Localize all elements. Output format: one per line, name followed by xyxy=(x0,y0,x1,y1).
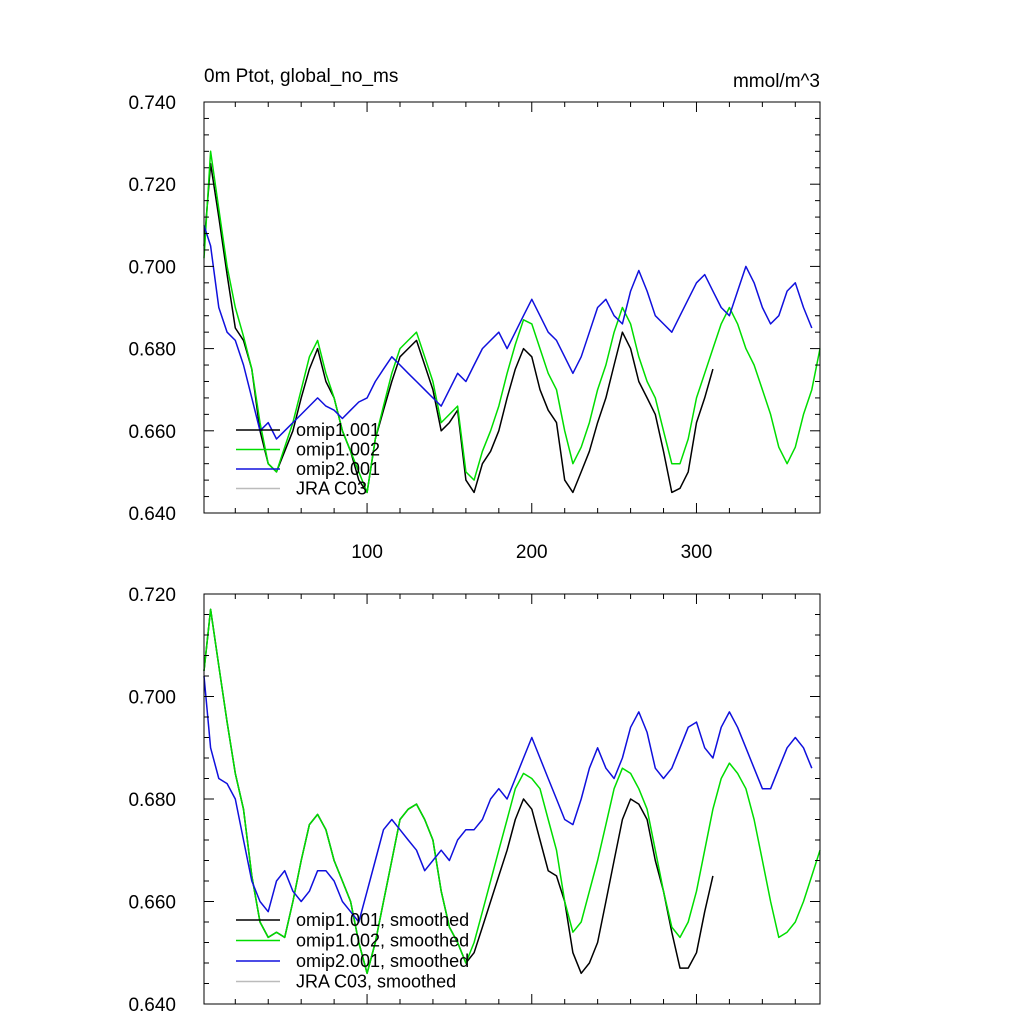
top-panel: 0.640 0.660 0.680 0.700 0.720 0.740 100 200 300 o… xyxy=(128,93,821,563)
plot-frame-0 xyxy=(203,101,821,514)
series-line-0-2 xyxy=(203,225,813,440)
units-label: mmol/m^3 xyxy=(733,71,820,92)
legend-label-1-1: omip1.002, smoothed xyxy=(296,931,469,951)
y-tick-label-0-4: 0.720 xyxy=(128,175,176,196)
y-tick-label-0-0: 0.640 xyxy=(128,504,176,525)
legend-label-1-0: omip1.001, smoothed xyxy=(296,910,469,930)
legend-label-1-3: JRA C03, smoothed xyxy=(296,972,456,992)
y-tick-label-0-3: 0.700 xyxy=(128,257,176,278)
series-line-1-1 xyxy=(203,608,821,975)
legend-label-0-1: omip1.002 xyxy=(296,440,380,460)
x-tick-label-0-1: 200 xyxy=(516,542,548,563)
y-tick-label-0-5: 0.740 xyxy=(128,93,176,114)
legend-label-0-0: omip1.001 xyxy=(296,420,380,440)
x-tick-label-0-2: 300 xyxy=(681,542,713,563)
series-line-0-0 xyxy=(203,162,714,494)
chart-title: 0m Ptot, global_no_ms xyxy=(204,66,398,87)
legend-label-0-2: omip2.001 xyxy=(296,459,380,479)
y-tick-label-1-2: 0.680 xyxy=(128,790,176,811)
y-tick-label-0-1: 0.660 xyxy=(128,422,176,443)
y-tick-label-1-4: 0.720 xyxy=(128,585,176,606)
x-tick-label-0-0: 100 xyxy=(351,542,383,563)
y-tick-label-1-1: 0.660 xyxy=(128,893,176,914)
series-line-0-1 xyxy=(203,150,821,494)
bottom-panel: 0.640 0.660 0.680 0.700 0.720 omip1.001, smoo… xyxy=(128,585,821,1016)
series-line-1-2 xyxy=(203,675,813,923)
legend-label-0-3: JRA C03 xyxy=(296,479,367,499)
y-tick-label-1-0: 0.640 xyxy=(128,995,176,1016)
y-tick-label-1-3: 0.700 xyxy=(128,688,176,709)
legend-label-1-2: omip2.001, smoothed xyxy=(296,951,469,971)
y-tick-label-0-2: 0.680 xyxy=(128,340,176,361)
